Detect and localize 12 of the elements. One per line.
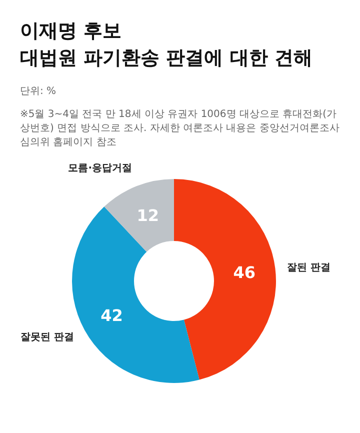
chart-subtitle: 단위: %	[20, 85, 56, 98]
slice-label: 잘못된 판결	[20, 332, 74, 343]
donut-slice	[72, 206, 200, 383]
slice-label: 잘된 판결	[287, 262, 331, 274]
donut-slice	[174, 179, 276, 380]
text: ※5월 3~4일 전국 만 18세 이상 유권자 1006명 대상으로 휴대전화(가상번호) 면접 방식으로 조사. 자세한 여론조사 내용은 중앙선거여론조사심의위 홈페이지 참조	[20, 108, 340, 150]
chart-title: 이재명 후보 대법원 파기환송 판결에 대한 견해	[20, 19, 312, 71]
data-label: 42	[100, 306, 123, 326]
donut-slice	[104, 179, 174, 252]
data-label: 12	[136, 206, 159, 225]
slice-label: 모름·응답거절	[68, 163, 132, 174]
data-label: 46	[233, 263, 256, 282]
